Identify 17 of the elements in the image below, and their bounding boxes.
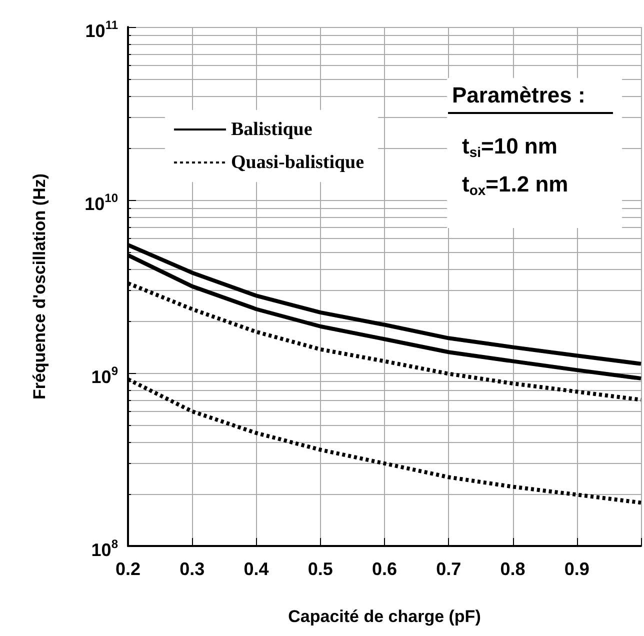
y-tick-label: 10$^{9}$ [91, 363, 118, 389]
y-tick-label: 10$^{8}$ [91, 537, 118, 560]
legend-label: Quasi-balistique [231, 152, 364, 173]
x-tick-label: 0.6 [372, 559, 398, 579]
x-tick-label: 0.5 [308, 559, 333, 579]
x-tick-label: 0.8 [500, 559, 526, 579]
x-tick-label: 0.4 [244, 559, 269, 579]
legend-label: Balistique [231, 119, 312, 140]
y-tick-label: 10$^{11}$ [85, 17, 118, 43]
x-axis-title: Capacité de charge (pF) [288, 607, 481, 626]
annotation: Paramètres : [452, 82, 586, 108]
x-tick-label: 0.7 [436, 559, 462, 579]
y-tick-label: 10$^{10}$ [84, 190, 118, 216]
x-tick-label: 0.9 [564, 559, 590, 579]
y-axis-title: Fréquence d'oscillation (Hz) [30, 173, 49, 400]
x-tick-label: 0.3 [180, 559, 205, 579]
x-tick-label: 0.2 [115, 559, 141, 579]
